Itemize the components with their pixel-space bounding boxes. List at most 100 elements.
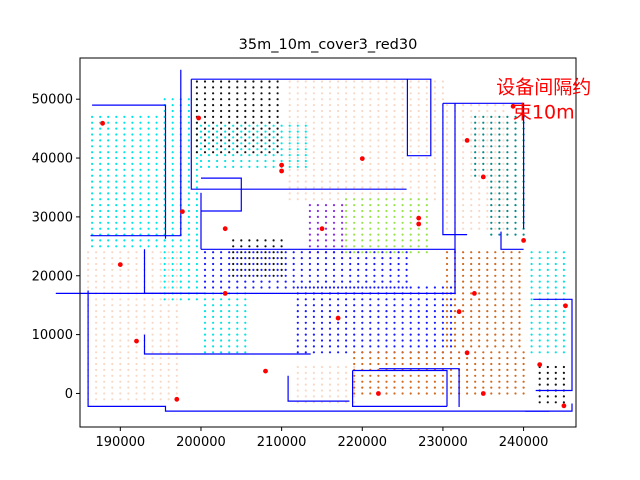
field-point (353, 351, 356, 354)
field-point (425, 86, 428, 89)
field-point (95, 315, 98, 318)
field-point (397, 262, 400, 266)
field-point (288, 139, 291, 142)
field-point (131, 192, 134, 195)
field-point (159, 398, 162, 401)
field-point (207, 142, 211, 145)
field-point (478, 292, 481, 295)
field-point (345, 209, 348, 213)
field-point (373, 262, 376, 266)
field-point (502, 310, 505, 313)
field-point (320, 139, 324, 142)
field-point (530, 333, 533, 336)
field-point (252, 133, 255, 136)
field-point (276, 262, 279, 266)
field-point (304, 86, 307, 89)
field-point (502, 221, 505, 224)
field-point (107, 239, 110, 242)
field-point (393, 127, 396, 130)
field-point (409, 92, 412, 95)
field-point (409, 145, 412, 148)
field-point (530, 339, 533, 342)
field-point (361, 209, 364, 213)
field-point (151, 368, 154, 371)
field-point (341, 209, 344, 213)
field-point (139, 145, 142, 148)
field-point (127, 362, 130, 366)
field-point (486, 133, 489, 136)
field-point (228, 145, 231, 148)
field-point (385, 357, 388, 360)
field-point (240, 165, 243, 168)
field-point (195, 186, 198, 189)
field-point (159, 339, 162, 342)
field-point (320, 377, 324, 380)
field-point (425, 227, 428, 230)
field-point (264, 124, 267, 127)
field-point (296, 80, 299, 83)
field-point (320, 174, 324, 177)
field-point (377, 321, 380, 324)
field-point (171, 251, 174, 254)
field-point (115, 186, 118, 189)
field-point (91, 245, 94, 248)
field-point (91, 156, 94, 160)
field-point (159, 257, 162, 260)
field-point (187, 298, 190, 301)
field-point (490, 133, 493, 136)
field-point (506, 162, 509, 165)
field-point (127, 251, 130, 254)
field-point (433, 156, 436, 160)
field-point (530, 327, 533, 330)
field-point (385, 233, 388, 236)
field-point (345, 104, 348, 107)
field-point (546, 365, 549, 369)
field-point (292, 286, 295, 289)
field-point (220, 109, 223, 113)
field-point (506, 374, 509, 377)
field-point (478, 127, 481, 130)
field-point (393, 221, 396, 224)
field-point (377, 192, 380, 195)
field-point (409, 168, 412, 171)
field-point (127, 310, 130, 313)
field-point (212, 274, 215, 277)
field-point (562, 365, 566, 369)
field-point (445, 174, 449, 177)
field-point (349, 268, 352, 271)
field-point (345, 115, 348, 118)
field-point (195, 86, 198, 89)
field-point (296, 98, 299, 101)
field-point (107, 192, 110, 195)
field-point (506, 392, 509, 395)
field-point (131, 221, 134, 224)
field-point (337, 371, 340, 374)
field-point (95, 339, 98, 342)
field-point (328, 333, 332, 336)
field-point (304, 156, 307, 160)
field-point (308, 233, 311, 236)
field-point (441, 386, 444, 389)
field-point (345, 133, 348, 136)
field-point (377, 92, 380, 95)
field-point (179, 245, 182, 248)
field-point (433, 315, 436, 318)
field-point (111, 374, 114, 377)
field-point (546, 268, 549, 271)
y-tick-label: 20000 (32, 269, 73, 284)
field-point (361, 298, 364, 301)
field-point (111, 251, 114, 254)
field-point (320, 151, 324, 154)
field-point (514, 215, 517, 218)
field-point (401, 204, 404, 207)
field-point (195, 233, 198, 236)
field-point (478, 327, 481, 330)
field-point (417, 321, 420, 324)
field-point (324, 274, 328, 277)
field-point (195, 198, 198, 201)
field-point (554, 268, 557, 271)
field-point (119, 286, 122, 289)
field-point (466, 368, 469, 371)
field-point (449, 327, 453, 330)
field-point (353, 371, 356, 374)
